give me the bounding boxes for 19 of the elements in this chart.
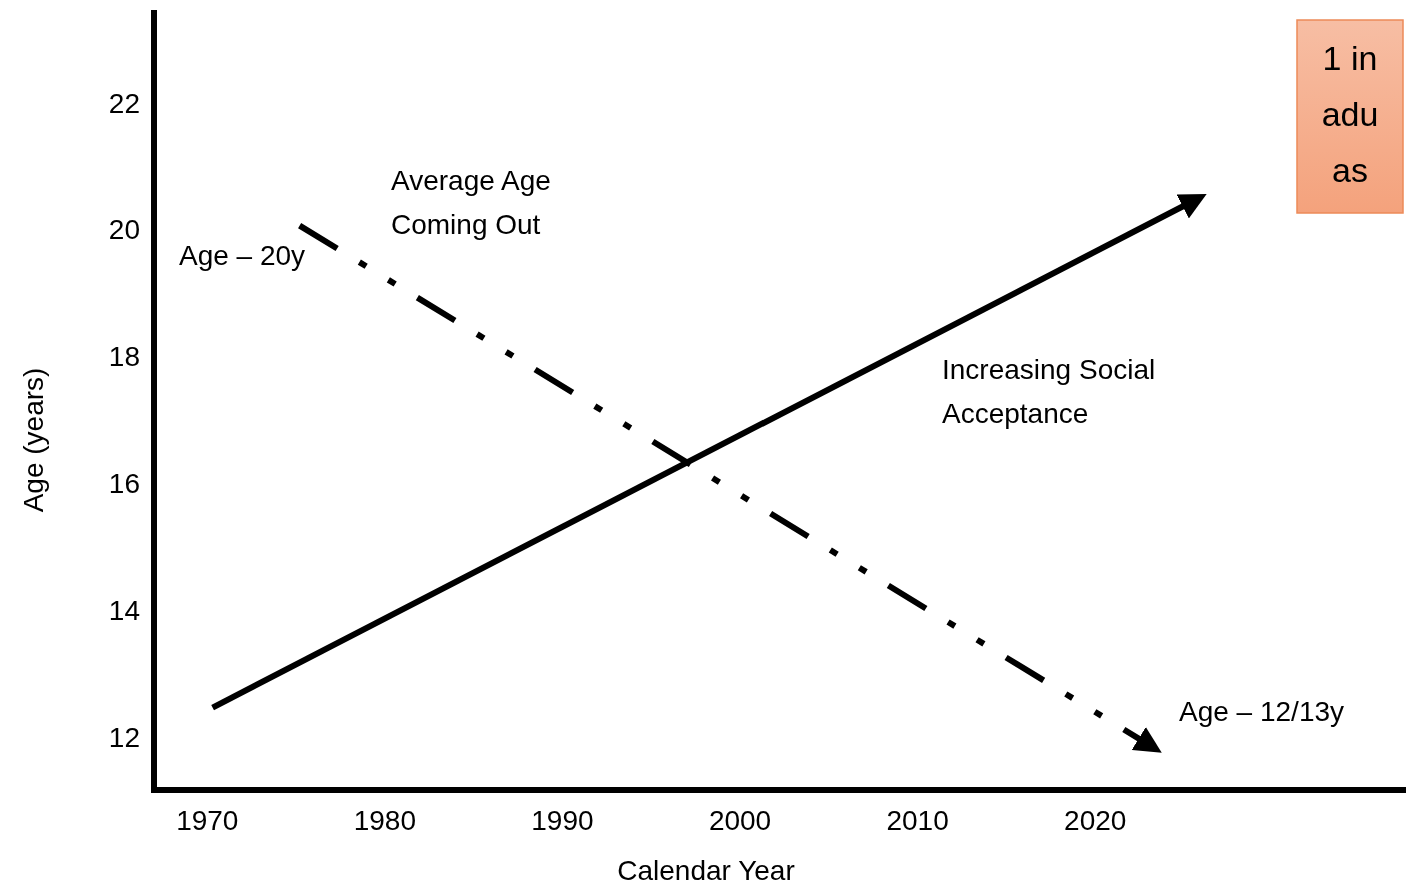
x-tick-label: 2000 — [708, 805, 772, 836]
x-axis-title: Calendar Year — [617, 855, 795, 886]
y-axis-title: Age (years) — [18, 367, 50, 513]
y-tick-label: 18 — [108, 341, 140, 373]
annotation: 1 in adu as — [1321, 39, 1379, 189]
annotation: Age – 20y — [179, 240, 306, 272]
x-tick-label: 2010 — [886, 805, 949, 836]
x-tick-label: 1980 — [353, 805, 417, 836]
annotation: Age – 12/13y — [1179, 696, 1345, 728]
y-tick-label: 22 — [108, 87, 140, 119]
annotation: Increasing Social Acceptance — [942, 354, 1156, 430]
x-tick-label: 1970 — [176, 805, 239, 836]
y-tick-label: 16 — [108, 468, 140, 499]
x-tick-label: 1990 — [531, 805, 594, 836]
y-tick-label: 20 — [108, 214, 140, 246]
annotation: Average Age Coming Out — [391, 165, 551, 241]
y-tick-label: 12 — [108, 721, 140, 753]
x-tick-label: 2020 — [1064, 805, 1127, 836]
y-tick-label: 14 — [108, 594, 140, 626]
